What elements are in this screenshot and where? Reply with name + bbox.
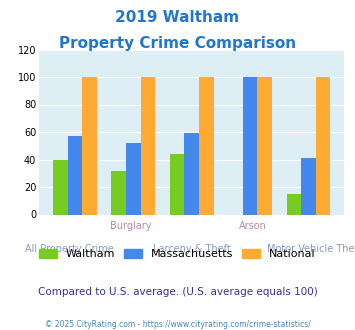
Text: All Property Crime: All Property Crime — [25, 244, 114, 254]
Bar — [199, 77, 214, 214]
Bar — [184, 133, 199, 214]
Text: Compared to U.S. average. (U.S. average equals 100): Compared to U.S. average. (U.S. average … — [38, 287, 317, 297]
Text: Burglary: Burglary — [110, 221, 151, 231]
Bar — [170, 154, 184, 214]
Legend: Waltham, Massachusetts, National: Waltham, Massachusetts, National — [35, 244, 320, 263]
Bar — [316, 77, 331, 214]
Text: Property Crime Comparison: Property Crime Comparison — [59, 36, 296, 51]
Bar — [82, 77, 97, 214]
Bar — [53, 159, 67, 214]
Bar — [301, 158, 316, 214]
Text: 2019 Waltham: 2019 Waltham — [115, 10, 240, 25]
Bar — [111, 171, 126, 214]
Bar — [257, 77, 272, 214]
Text: Larceny & Theft: Larceny & Theft — [153, 244, 231, 254]
Bar — [126, 143, 141, 214]
Bar — [243, 77, 257, 214]
Text: © 2025 CityRating.com - https://www.cityrating.com/crime-statistics/: © 2025 CityRating.com - https://www.city… — [45, 320, 310, 329]
Bar — [286, 194, 301, 214]
Bar — [67, 136, 82, 214]
Text: Arson: Arson — [239, 221, 267, 231]
Text: Motor Vehicle Theft: Motor Vehicle Theft — [267, 244, 355, 254]
Bar — [141, 77, 155, 214]
